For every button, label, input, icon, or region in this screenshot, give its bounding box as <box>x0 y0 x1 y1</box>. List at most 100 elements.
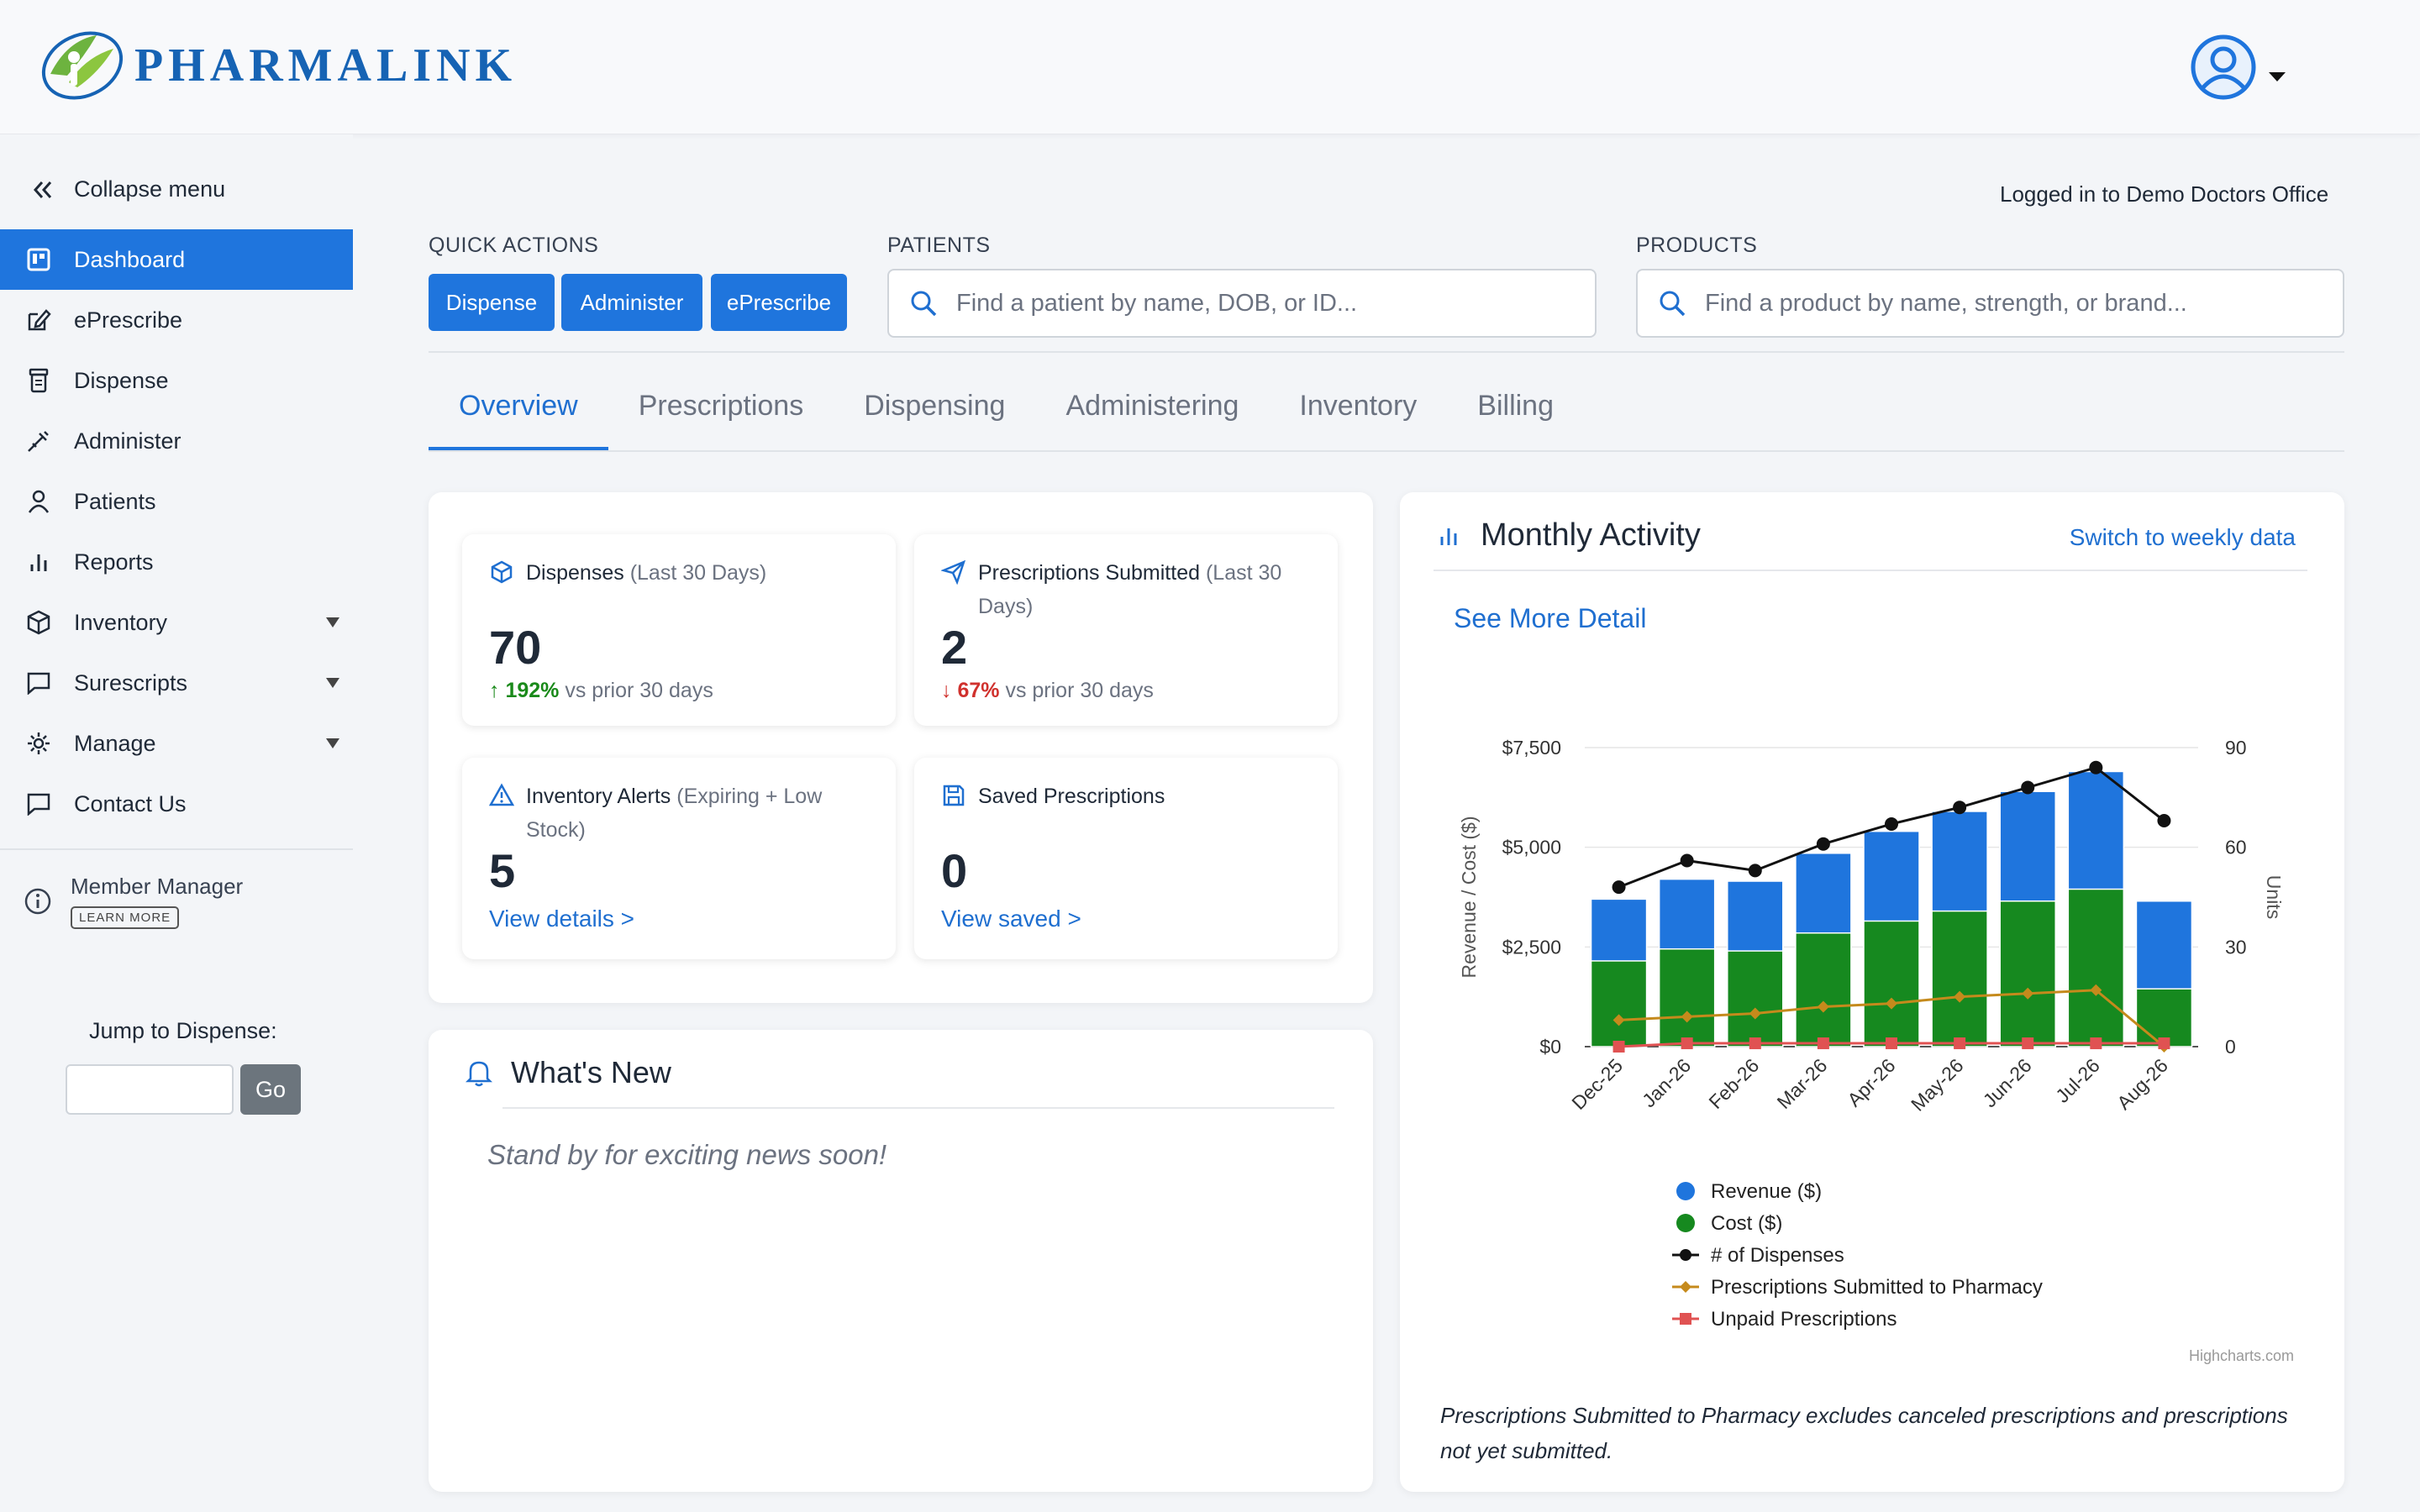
sidebar-item-patients[interactable]: Patients <box>0 471 353 532</box>
x-tick-label: Jan-26 <box>1638 1054 1695 1111</box>
sidebar-item-inventory[interactable]: Inventory <box>0 592 353 653</box>
monthly-activity-divider <box>1434 570 2307 571</box>
tab-dispensing[interactable]: Dispensing <box>864 390 1006 422</box>
learn-more-badge[interactable]: LEARN MORE <box>71 906 180 929</box>
tab-overview[interactable]: Overview <box>429 390 608 450</box>
inventory-alerts-count: 5 <box>489 844 516 897</box>
sidebar-item-dashboard[interactable]: Dashboard <box>0 229 353 290</box>
product-search-input[interactable]: Find a product by name, strength, or bra… <box>1636 269 2344 338</box>
sidebar-item-contact-us[interactable]: Contact Us <box>0 774 353 834</box>
sidebar-item-administer[interactable]: Administer <box>0 411 353 471</box>
switch-weekly-link[interactable]: Switch to weekly data <box>2069 524 2296 550</box>
expand-caret-icon[interactable] <box>326 678 339 688</box>
collapse-menu-button[interactable]: Collapse menu <box>32 176 225 202</box>
tab-prescriptions[interactable]: Prescriptions <box>638 390 804 422</box>
cost-bar <box>2135 988 2193 1047</box>
box-icon <box>25 609 52 636</box>
y-axis-label: Revenue / Cost ($) <box>1458 816 1480 978</box>
card-subtitle: (Last 30 Days) <box>629 561 767 585</box>
tabs-underline <box>429 450 2344 452</box>
unpaid-prescriptions-point <box>2158 1037 2170 1050</box>
see-more-detail-link[interactable]: See More Detail <box>1454 603 1647 633</box>
legend-marker <box>1680 1313 1691 1325</box>
prescriptions-submitted-point <box>1817 1000 1829 1013</box>
legend-swatch <box>1676 1214 1695 1232</box>
prescriptions-card-title: Prescriptions Submitted (Last 30 Days) <box>941 556 1328 623</box>
legend-label: Cost ($) <box>1711 1212 1782 1235</box>
saved-prescriptions-card: Saved Prescriptions 0 View saved > <box>914 758 1338 959</box>
view-details-link[interactable]: View details > <box>489 906 635 932</box>
administer-button[interactable]: Administer <box>561 274 702 331</box>
dispenses-point <box>1885 816 1898 831</box>
card-title: Inventory Alerts <box>526 785 671 808</box>
card-title: Prescriptions Submitted <box>978 561 1201 585</box>
app-header: PHARMALINK <box>0 0 2420 134</box>
edit-icon <box>25 307 52 333</box>
x-tick-label: Mar-26 <box>1773 1054 1832 1113</box>
warning-icon <box>489 783 514 806</box>
unpaid-prescriptions-point <box>1612 1041 1625 1053</box>
eprescribe-button[interactable]: ePrescribe <box>711 274 847 331</box>
patient-search-input[interactable]: Find a patient by name, DOB, or ID... <box>887 269 1597 338</box>
user-menu-caret-icon[interactable] <box>2269 72 2286 81</box>
bar-chart-icon <box>25 549 52 575</box>
inventory-alerts-title: Inventory Alerts (Expiring + Low Stock) <box>489 780 876 847</box>
sidebar-item-dispense[interactable]: Dispense <box>0 350 353 411</box>
gear-icon <box>25 730 52 757</box>
patient-search-placeholder: Find a patient by name, DOB, or ID... <box>956 289 1358 317</box>
user-avatar-icon[interactable] <box>2190 34 2257 101</box>
trend-up-arrow: ↑ <box>489 679 500 702</box>
view-saved-link[interactable]: View saved > <box>941 906 1081 932</box>
go-button[interactable]: Go <box>240 1064 301 1115</box>
patients-label: PATIENTS <box>887 234 991 257</box>
expand-caret-icon[interactable] <box>326 738 339 748</box>
monthly-activity-panel: Monthly Activity Switch to weekly data S… <box>1400 492 2344 1492</box>
cost-bar <box>1931 910 1988 1047</box>
quick-actions-label: QUICK ACTIONS <box>429 234 599 257</box>
collapse-menu-label: Collapse menu <box>74 176 226 202</box>
unpaid-prescriptions-point <box>2090 1037 2102 1050</box>
prescriptions-submitted-point <box>1954 990 1966 1003</box>
message-icon <box>25 790 52 817</box>
prescriptions-submitted-point <box>1681 1011 1693 1023</box>
tab-billing[interactable]: Billing <box>1477 390 1554 422</box>
unpaid-prescriptions-point <box>1749 1037 1761 1050</box>
cost-bar <box>1795 932 1852 1047</box>
sidebar-item-label: Surescripts <box>74 669 188 696</box>
toolbar-divider <box>429 351 2344 353</box>
whats-new-panel: What's New Stand by for exciting news so… <box>429 1030 1373 1492</box>
expand-caret-icon[interactable] <box>326 617 339 627</box>
unpaid-prescriptions-point <box>1681 1037 1693 1050</box>
sidebar-item-reports[interactable]: Reports <box>0 532 353 592</box>
cost-bar <box>1999 900 2056 1047</box>
brand-logo[interactable]: PHARMALINK <box>34 24 517 108</box>
sidebar-item-label: Dashboard <box>74 246 186 272</box>
saved-prescriptions-count: 0 <box>941 844 968 897</box>
sidebar-item-eprescribe[interactable]: ePrescribe <box>0 290 353 350</box>
y2-tick-label: 90 <box>2225 737 2247 759</box>
sidebar: Collapse menu Dashboard ePrescribe Dispe… <box>0 134 353 1512</box>
dispenses-count: 70 <box>489 621 542 674</box>
member-manager-link[interactable]: Member Manager LEARN MORE <box>24 874 243 929</box>
sidebar-item-manage[interactable]: Manage <box>0 713 353 774</box>
product-search-placeholder: Find a product by name, strength, or bra… <box>1705 289 2187 317</box>
brand-name: PHARMALINK <box>134 39 518 92</box>
products-label: PRODUCTS <box>1636 234 1758 257</box>
jump-to-dispense-input[interactable] <box>66 1064 234 1115</box>
send-icon <box>941 559 966 585</box>
logged-in-status: Logged in to Demo Doctors Office <box>2000 181 2329 207</box>
monthly-activity-chart: $0 0 $2,500 30 $5,000 60 $7,500 90 Revenue / Cos… <box>1458 737 2294 1364</box>
dispense-button[interactable]: Dispense <box>429 274 555 331</box>
sidebar-item-surescripts[interactable]: Surescripts <box>0 653 353 713</box>
search-icon <box>911 291 937 317</box>
sidebar-item-label: Inventory <box>74 609 168 635</box>
whats-new-divider <box>502 1107 1334 1109</box>
y-tick-label: $7,500 <box>1502 737 1561 759</box>
tab-administering[interactable]: Administering <box>1065 390 1239 422</box>
cost-bar <box>1727 950 1784 1047</box>
unpaid-prescriptions-point <box>2022 1037 2034 1050</box>
y-tick-label: $2,500 <box>1502 936 1561 958</box>
tab-inventory[interactable]: Inventory <box>1299 390 1418 422</box>
prescriptions-submitted-point <box>1886 997 1897 1010</box>
box-icon <box>491 560 513 584</box>
